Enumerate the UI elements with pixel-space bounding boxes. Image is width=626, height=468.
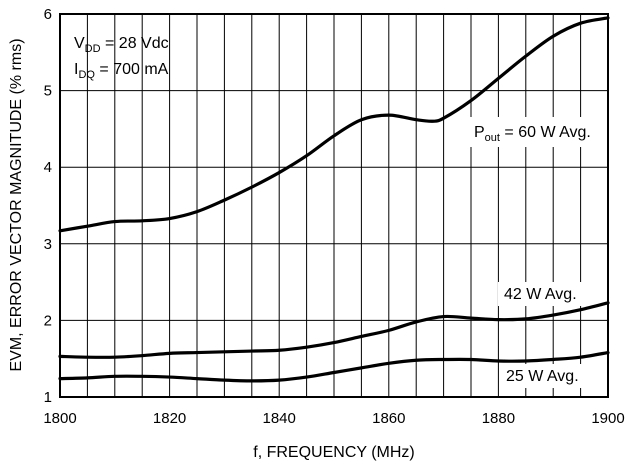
series-line-25w xyxy=(58,350,610,383)
series-label-42w-background xyxy=(498,282,584,306)
series-line-42w xyxy=(58,301,610,359)
vdd-annotation: VDD = 28 Vdc xyxy=(74,35,169,55)
y-tick-label: 1 xyxy=(44,389,52,406)
x-tick-label: 1900 xyxy=(591,410,624,427)
series-lines xyxy=(58,16,610,383)
series-label-60w-background xyxy=(466,117,602,147)
x-tick-label: 1820 xyxy=(153,410,186,427)
series-line-60w xyxy=(58,16,610,233)
x-tick-label: 1800 xyxy=(43,410,76,427)
x-tick-labels: 1800 1820 1840 1860 1880 1900 xyxy=(43,410,624,427)
x-tick-label: 1880 xyxy=(482,410,515,427)
series-label-25w-background xyxy=(500,364,586,388)
series-label-42w: 42 W Avg. xyxy=(504,286,577,303)
x-tick-label: 1860 xyxy=(372,410,405,427)
y-tick-label: 5 xyxy=(44,83,52,100)
y-tick-label: 6 xyxy=(44,6,52,23)
y-axis-label: EVM, ERROR VECTOR MAGNITUDE (% rms) xyxy=(8,38,25,371)
plot-frame xyxy=(59,13,609,398)
x-tick-label: 1840 xyxy=(263,410,296,427)
y-tick-label: 2 xyxy=(44,312,52,329)
y-tick-labels: 1 2 3 4 5 6 xyxy=(44,6,52,406)
x-axis-label: f, FREQUENCY (MHz) xyxy=(253,444,414,461)
idq-annotation: IDQ = 700 mA xyxy=(74,61,169,81)
series-label-25w: 25 W Avg. xyxy=(506,368,579,385)
y-tick-label: 3 xyxy=(44,236,52,253)
y-tick-label: 4 xyxy=(44,159,52,176)
series-label-60w: Pout = 60 W Avg. xyxy=(474,124,591,144)
